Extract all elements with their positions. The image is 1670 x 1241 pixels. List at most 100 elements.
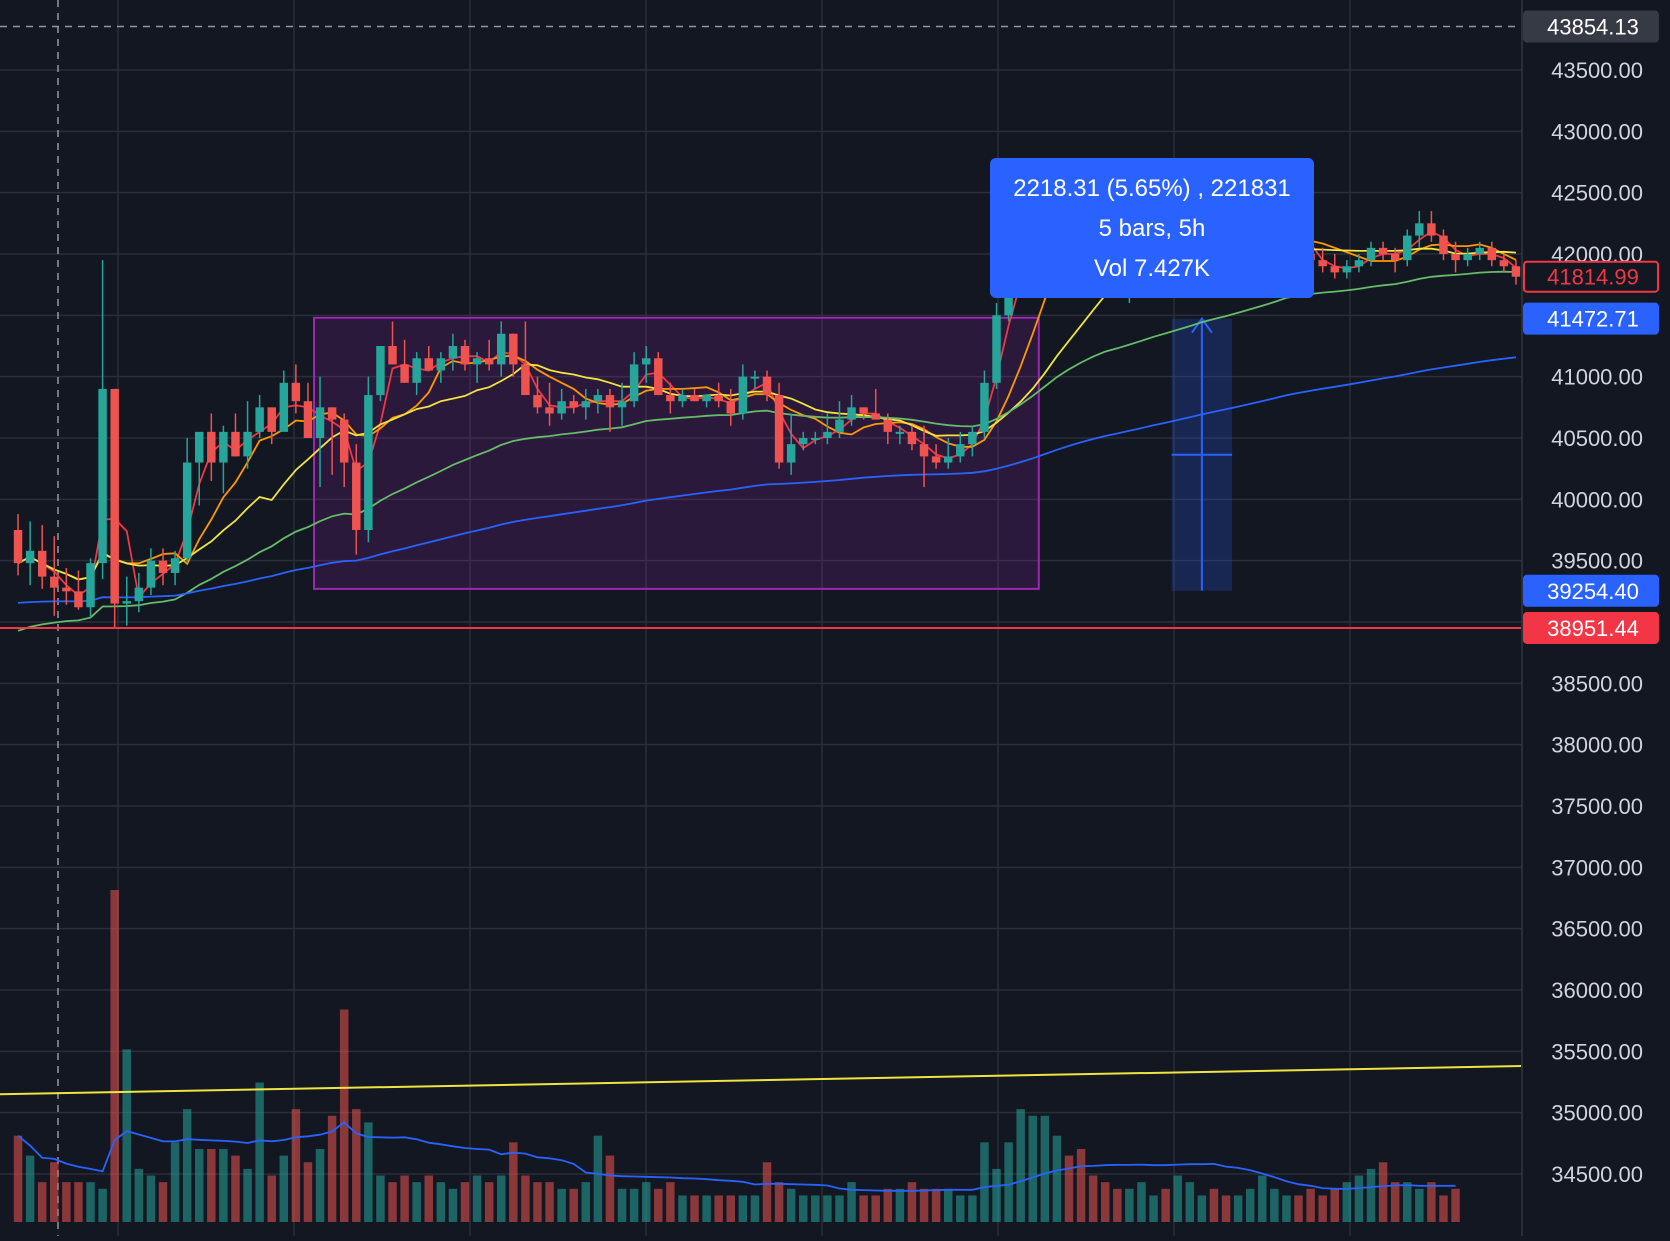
volume-bar xyxy=(339,1009,349,1222)
volume-bar xyxy=(1282,1195,1291,1222)
volume-bar xyxy=(327,1115,337,1222)
volume-bar xyxy=(1306,1188,1315,1222)
volume-bar xyxy=(605,1155,615,1222)
volume-bar xyxy=(919,1188,929,1222)
volume-bar xyxy=(811,1195,820,1222)
candle-body xyxy=(726,401,735,414)
candle-body xyxy=(895,431,905,434)
candle-body xyxy=(170,558,180,573)
candle-body xyxy=(907,431,917,445)
volume-bar xyxy=(315,1148,325,1222)
price-tick-label: 34500.00 xyxy=(1551,1162,1643,1187)
price-tick-label: 40500.00 xyxy=(1551,426,1643,451)
candle-body xyxy=(62,587,71,592)
candle-body xyxy=(364,395,373,530)
volume-bar xyxy=(750,1195,760,1222)
candle-body xyxy=(1366,247,1376,261)
volume-bar xyxy=(86,1182,95,1222)
price-axis[interactable]: 34500.00 35000.00 35500.00 36000.00 36500.00… xyxy=(1521,0,1670,1236)
price-tick-label: 35000.00 xyxy=(1551,1101,1643,1126)
volume-bar xyxy=(170,1142,180,1222)
volume-bar xyxy=(13,1135,23,1222)
candle-body xyxy=(605,395,615,408)
candle-body xyxy=(339,419,349,463)
range-rectangle[interactable] xyxy=(313,316,1040,590)
volume-bar xyxy=(943,1188,953,1222)
candle-body xyxy=(255,407,264,432)
volume-bar xyxy=(762,1162,772,1222)
volume-bar xyxy=(291,1109,301,1222)
volume-bar xyxy=(1137,1182,1146,1222)
volume-bar xyxy=(1028,1115,1037,1222)
measure-tooltip-line1: 2218.31 (5.65%) , 221831 xyxy=(1013,175,1291,202)
candle-body xyxy=(1475,247,1484,254)
candle-body xyxy=(25,550,35,564)
last-price-tag-label: 41814.99 xyxy=(1547,265,1639,290)
candle-body xyxy=(1511,266,1521,277)
measure-bottom-price-tag-box xyxy=(1523,574,1659,607)
candle-body xyxy=(678,395,687,402)
rectangle-drawing[interactable] xyxy=(313,316,1233,591)
candle-body xyxy=(533,395,542,408)
candle-body xyxy=(847,407,856,420)
candle-body xyxy=(943,456,953,463)
volume-bar xyxy=(412,1182,421,1222)
candle-body xyxy=(1439,235,1448,254)
volume-bar xyxy=(25,1155,35,1222)
candle-body xyxy=(219,431,228,463)
candle-body xyxy=(303,401,313,438)
volume-bar xyxy=(376,1175,385,1222)
candle-body xyxy=(424,358,433,371)
price-tick-label: 43500.00 xyxy=(1551,58,1643,83)
measure-top-price-tag-box xyxy=(1523,302,1659,335)
volume-bar xyxy=(799,1195,808,1222)
crosshair-price-tag-box xyxy=(1523,10,1659,43)
volume-bar xyxy=(1016,1109,1025,1222)
candle-body xyxy=(859,407,868,414)
volume-ma-line xyxy=(17,1121,1456,1192)
volume-bar xyxy=(835,1195,844,1222)
volume-bar xyxy=(1390,1182,1400,1222)
volume-bar xyxy=(738,1195,748,1222)
price-tick-label: 37500.00 xyxy=(1551,794,1643,819)
volume-bar xyxy=(847,1182,856,1222)
candle-body xyxy=(1354,260,1364,267)
volume-bar xyxy=(74,1182,83,1222)
volume-bar xyxy=(1318,1195,1327,1222)
volume-bar xyxy=(352,1109,361,1222)
trend-line[interactable] xyxy=(0,1065,1523,1096)
candle-body xyxy=(388,346,397,365)
candle-body xyxy=(267,407,276,432)
volume-bar xyxy=(931,1188,941,1222)
volume-bar xyxy=(1378,1162,1388,1222)
candle-body xyxy=(593,395,603,402)
candle-body xyxy=(919,444,929,457)
candle-body xyxy=(1390,254,1400,261)
candle-body xyxy=(702,395,711,402)
candle-body xyxy=(460,346,470,365)
volume-bar xyxy=(231,1155,240,1222)
candle-body xyxy=(569,401,578,408)
candle-body xyxy=(750,376,760,379)
volume-bar xyxy=(521,1175,530,1222)
volume-bar xyxy=(666,1182,675,1222)
ma_very_long-line xyxy=(17,356,1517,604)
price-tick-label: 37000.00 xyxy=(1551,855,1643,880)
volume-bar xyxy=(1125,1188,1134,1222)
drawings[interactable] xyxy=(0,626,1523,1096)
price-tick-label: 40000.00 xyxy=(1551,487,1643,512)
volume-bar xyxy=(1052,1135,1062,1222)
candle-body xyxy=(1463,254,1472,261)
volume-bar xyxy=(774,1182,784,1222)
volume-bar xyxy=(641,1182,651,1222)
candle-body xyxy=(629,364,639,402)
candle-body xyxy=(509,333,518,365)
volume-bar xyxy=(303,1162,313,1222)
volume-bar xyxy=(726,1195,735,1222)
volume-bar xyxy=(1342,1182,1352,1222)
volume-bar xyxy=(690,1195,699,1222)
candle-body xyxy=(1487,247,1497,261)
